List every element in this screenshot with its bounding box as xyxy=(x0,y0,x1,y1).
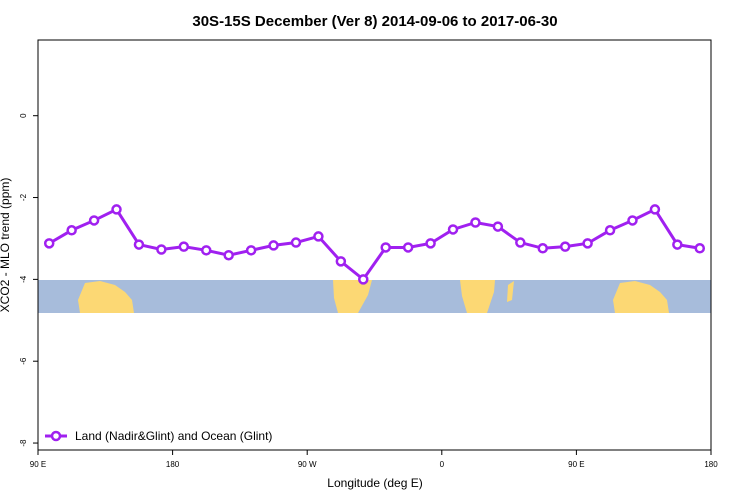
data-point xyxy=(88,215,100,226)
data-point xyxy=(447,224,459,235)
data-point xyxy=(582,238,593,249)
y-tick-label: -2 xyxy=(19,193,28,201)
data-point xyxy=(156,244,167,255)
data-point xyxy=(515,237,526,248)
data-point xyxy=(694,243,706,254)
data-point xyxy=(313,231,324,242)
series-line xyxy=(48,207,701,282)
data-point xyxy=(425,238,436,249)
y-tick-label: -8 xyxy=(19,439,28,447)
data-point xyxy=(492,221,504,232)
x-tick-label: 90 E xyxy=(30,460,46,469)
data-point xyxy=(245,245,257,256)
map-band xyxy=(38,280,711,313)
legend-label: Land (Nadir&Glint) and Ocean (Glint) xyxy=(75,429,272,443)
x-tick-label: 180 xyxy=(704,460,718,469)
data-point xyxy=(627,215,638,226)
data-point xyxy=(268,240,279,251)
data-point xyxy=(604,225,616,236)
data-point xyxy=(111,204,122,215)
data-point xyxy=(380,242,391,253)
legend-marker xyxy=(50,430,62,442)
data-point xyxy=(559,241,571,252)
y-tick-label: 0 xyxy=(19,113,28,118)
x-tick-label: 90 W xyxy=(298,460,317,469)
x-tick-label: 0 xyxy=(440,460,445,469)
data-point xyxy=(66,225,77,236)
data-point xyxy=(290,237,302,248)
data-point xyxy=(335,256,347,267)
data-point xyxy=(133,239,145,250)
data-point xyxy=(402,242,414,253)
y-tick-label: -4 xyxy=(19,275,28,283)
x-tick-label: 90 E xyxy=(568,460,584,469)
data-point xyxy=(358,274,369,285)
y-axis-label: XCO2 - MLO trend (ppm) xyxy=(0,178,12,313)
data-point xyxy=(43,238,55,249)
plot-frame xyxy=(37,39,712,451)
y-tick-label: -6 xyxy=(19,357,28,365)
data-point xyxy=(201,245,212,256)
x-axis-label: Longitude (deg E) xyxy=(327,476,422,490)
data-point xyxy=(672,239,683,250)
data-point xyxy=(470,217,481,228)
data-point xyxy=(178,241,190,252)
data-point xyxy=(223,249,234,261)
chart-title: 30S-15S December (Ver 8) 2014-09-06 to 2… xyxy=(192,13,557,30)
data-point xyxy=(537,243,548,254)
x-tick-label: 180 xyxy=(166,460,180,469)
data-point xyxy=(649,204,661,215)
